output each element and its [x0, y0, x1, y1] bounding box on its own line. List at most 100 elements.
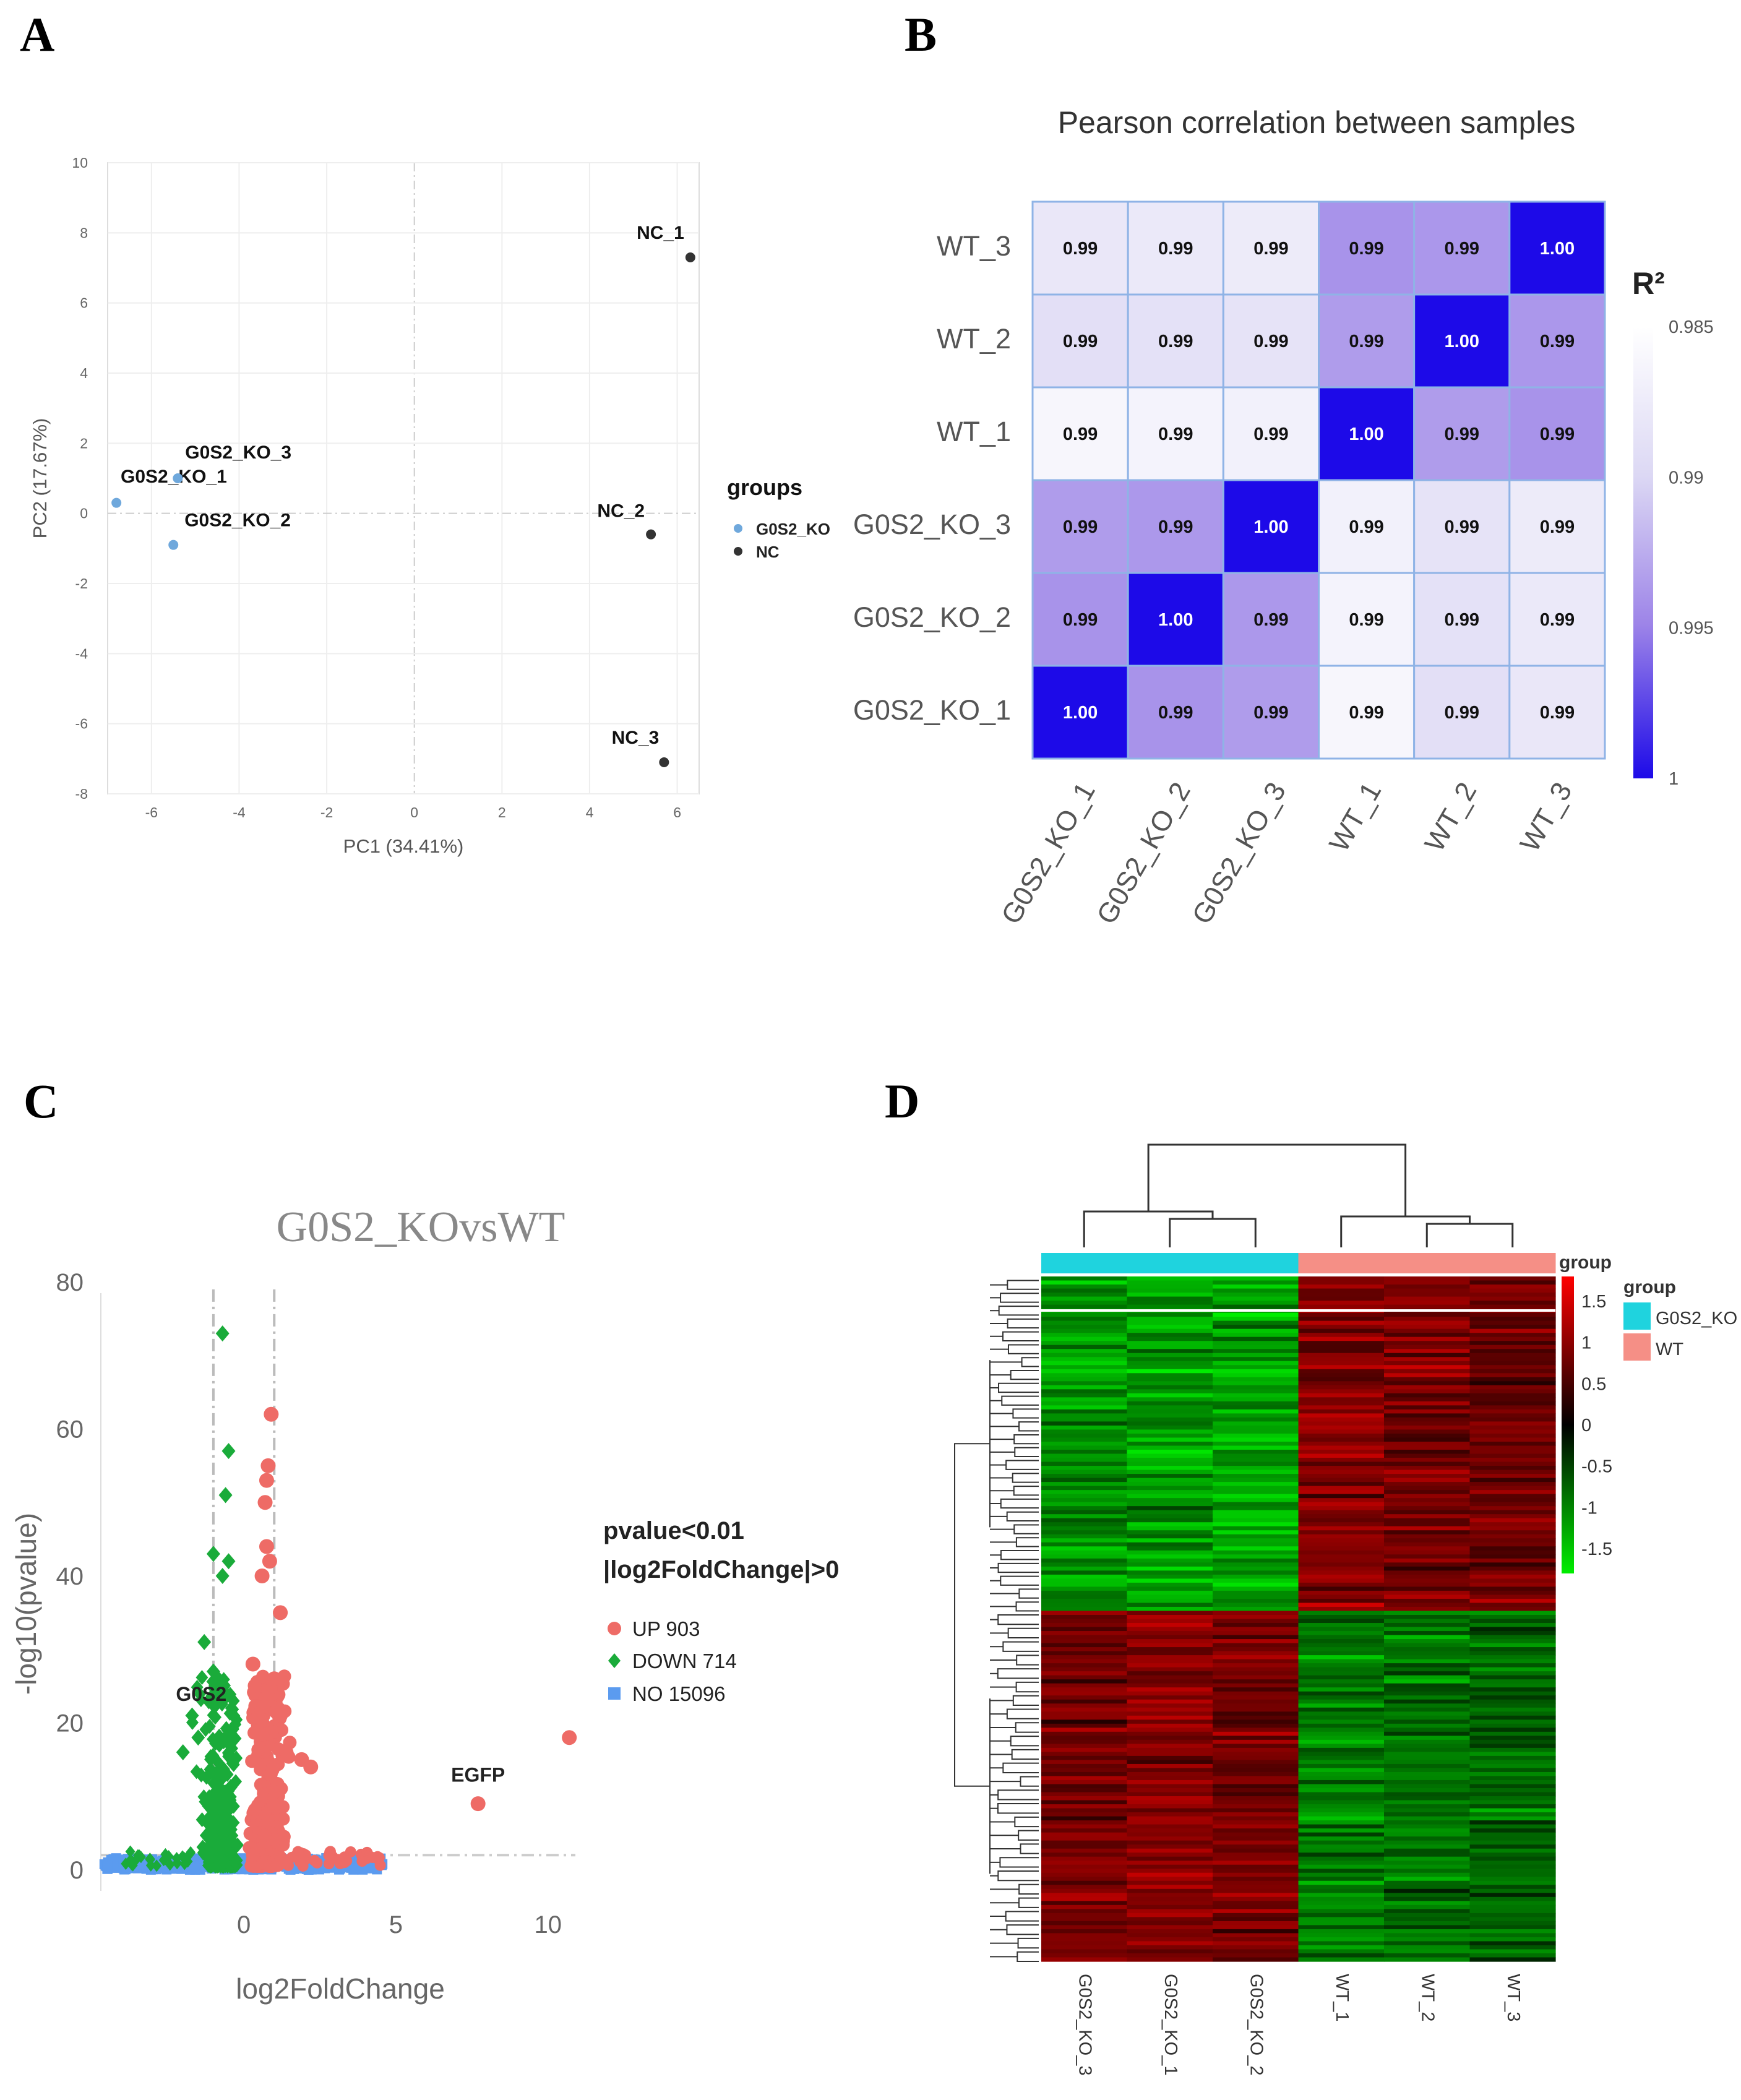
expression-cell: [1213, 1474, 1299, 1479]
expression-cell: [1298, 1647, 1385, 1652]
expression-cell: [1041, 1739, 1128, 1744]
expression-cell: [1298, 1800, 1385, 1805]
correlation-column-label: WT_3: [1513, 777, 1578, 857]
expression-cell: [1298, 1389, 1385, 1394]
expression-cell: [1384, 1832, 1471, 1837]
expression-cell: [1384, 1723, 1471, 1728]
volcano-legend-title: pvalue<0.01: [603, 1517, 744, 1544]
pca-tick-labels: -6 -4 -2 0 2 4 6 10 8 6 4 2 0 -2 -4 -6 -8: [72, 155, 681, 820]
correlation-cell: [1413, 665, 1511, 760]
expression-cell: [1213, 1437, 1299, 1442]
volcano-point-up: [303, 1759, 319, 1775]
expression-cell: [1213, 1691, 1299, 1696]
expression-cell: [1041, 1913, 1128, 1917]
correlation-cell-value: 0.99: [1349, 332, 1383, 351]
expression-cell: [1384, 1921, 1471, 1926]
expression-cell: [1384, 1506, 1471, 1511]
expression-cell: [1213, 1687, 1299, 1692]
expression-cell: [1469, 1522, 1556, 1527]
expression-cell: [1469, 1768, 1556, 1773]
expression-cell: [1127, 1413, 1213, 1418]
expression-cell: [1127, 1877, 1213, 1882]
expression-cell: [1213, 1901, 1299, 1906]
correlation-cell-value: 1.00: [1158, 610, 1193, 630]
expression-cell: [1127, 1679, 1213, 1684]
correlation-cell-value: 0.99: [1540, 610, 1575, 630]
volcano-point-down: [222, 1726, 235, 1741]
expression-cell: [1384, 1458, 1471, 1463]
expression-cell: [1041, 1328, 1128, 1333]
expression-cell: [1384, 1675, 1471, 1680]
expression-cell: [1127, 1695, 1213, 1700]
heatmap-column-label: WT_1: [1332, 1974, 1352, 2021]
expression-cell: [1298, 1312, 1385, 1317]
correlation-cell-value: 0.99: [1158, 517, 1193, 537]
expression-cell: [1384, 1747, 1471, 1752]
expression-cell: [1213, 1812, 1299, 1817]
panel-letter-c: C: [24, 1074, 58, 1128]
expression-cell: [1384, 1679, 1471, 1684]
expression-cell: [1213, 1498, 1299, 1503]
expression-cell: [1298, 1861, 1385, 1865]
expression-cell: [1298, 1437, 1385, 1442]
expression-cell: [1127, 1816, 1213, 1821]
expression-cell: [1127, 1490, 1213, 1495]
volcano-title: G0S2_KOvsWT: [277, 1203, 565, 1251]
expression-cell: [1127, 1739, 1213, 1744]
expression-cell: [1384, 1861, 1471, 1865]
expression-cell: [1469, 1788, 1556, 1793]
expression-cell: [1127, 1880, 1213, 1885]
expression-cell: [1213, 1639, 1299, 1644]
expression-cell: [1469, 1655, 1556, 1660]
expression-cell: [1041, 1450, 1128, 1455]
expression-cell: [1213, 1663, 1299, 1668]
expression-cell: [1213, 1913, 1299, 1917]
expression-cell: [1127, 1578, 1213, 1583]
correlation-cell-value: 0.99: [1540, 332, 1575, 351]
correlation-row-label: WT_1: [937, 416, 1011, 447]
expression-cell: [1127, 1856, 1213, 1861]
expression-cell: [1127, 1498, 1213, 1503]
pca-x-tick-label: -6: [145, 804, 158, 820]
expression-cell: [1127, 1848, 1213, 1853]
volcano-point-down: [225, 1846, 238, 1861]
expression-cell: [1127, 1812, 1213, 1817]
row-dendrogram-branch: [1013, 1434, 1039, 1445]
expression-cell: [1384, 1687, 1471, 1692]
group-annotation-cell: [1213, 1253, 1299, 1273]
expression-cell: [1041, 1397, 1128, 1402]
expression-cell: [1298, 1546, 1385, 1551]
expression-cell: [1127, 1699, 1213, 1704]
expression-cell: [1213, 1405, 1299, 1410]
expression-cell: [1469, 1345, 1556, 1349]
correlation-cell-value: 0.99: [1063, 610, 1098, 630]
expression-cell: [1469, 1490, 1556, 1495]
expression-cell: [1213, 1276, 1299, 1281]
expression-cell: [1041, 1276, 1128, 1281]
expression-cell: [1384, 1603, 1471, 1607]
expression-cell: [1469, 1385, 1556, 1390]
expression-cell: [1127, 1619, 1213, 1624]
expression-cell: [1213, 1566, 1299, 1571]
pca-y-tick-label: 10: [72, 155, 88, 171]
expression-cell: [1469, 1941, 1556, 1946]
expression-cell: [1384, 1578, 1471, 1583]
volcano-point-down: [211, 1833, 224, 1849]
expression-cell: [1041, 1707, 1128, 1712]
expression-cell: [1127, 1361, 1213, 1366]
expression-cell: [1298, 1325, 1385, 1330]
expression-cell: [1384, 1739, 1471, 1744]
volcano-point-up: [262, 1554, 277, 1569]
correlation-cell-value: 0.99: [1158, 703, 1193, 723]
expression-cell: [1384, 1417, 1471, 1422]
expression-cell: [1041, 1357, 1128, 1362]
volcano-point-down: [207, 1747, 220, 1763]
expression-cell: [1127, 1711, 1213, 1716]
expression-cell: [1298, 1836, 1385, 1841]
expression-cell: [1127, 1574, 1213, 1579]
expression-cell: [1298, 1369, 1385, 1374]
expression-cell: [1127, 1510, 1213, 1515]
correlation-colorbar-title: R²: [1632, 266, 1665, 301]
expression-cell: [1213, 1723, 1299, 1728]
expression-cell: [1127, 1707, 1213, 1712]
